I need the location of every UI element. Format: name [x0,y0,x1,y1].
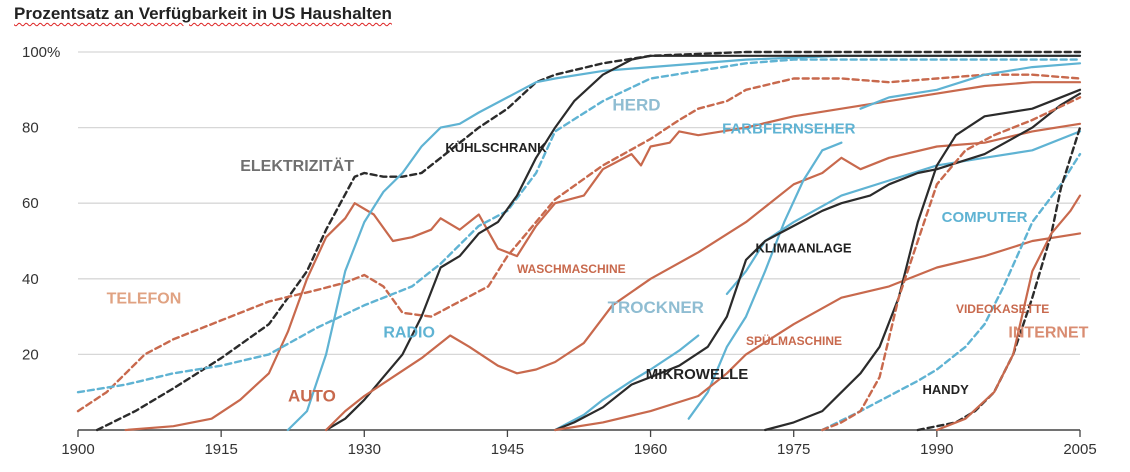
series-line-trockner [554,334,700,432]
x-tick-label: 1975 [777,441,810,458]
series-line-herd [76,58,1082,394]
series-label-computer: COMPUTER [942,209,1028,226]
y-tick-label: 80 [22,120,39,137]
series-label-radio: RADIO [383,324,435,341]
x-tick-label: 2005 [1063,441,1096,458]
series-label-internet: INTERNET [1008,324,1088,341]
series-label-handy: HANDY [923,382,970,397]
series-line-kuehlschrank [325,54,1082,432]
series-label-kuehlschrank: KÜHLSCHRANK [445,140,547,155]
series-line-auto [124,81,1082,432]
grid-lines [78,51,1080,356]
series-line-internet [935,194,1082,432]
series-line-segment-8 [725,130,1082,295]
series-line-spuelmaschine [554,232,1082,432]
series-label-klimaanlage: KLIMAANLAGE [756,240,852,255]
x-tick-label: 1900 [61,441,94,458]
series-label-videokasette: VIDEOKASETTE [956,302,1049,316]
chart-title: Prozentsatz an Verfügbarkeit in US Haush… [14,4,392,23]
series-label-herd: HERD [612,96,660,115]
x-tick-label: 1930 [348,441,381,458]
axes [77,429,1081,437]
x-tick-labels: 1900 1915 1930 1945 1960 1975 1990 2005 [61,441,1096,458]
series-label-mikrowelle: MIKROWELLE [646,366,749,383]
series-line-farbfernseher [687,141,843,420]
series-label-spuelmaschine: SPÜLMASCHINE [746,333,842,348]
series-line-elektrizitaet [95,50,1082,432]
y-tick-label: 20 [22,346,39,363]
series-label-telefon: TELEFON [107,290,182,307]
y-tick-label: 40 [22,271,39,288]
y-tick-labels: 20 40 60 80 100% [22,44,60,363]
y-tick-label: 60 [22,195,39,212]
series-label-waschmaschine: WASCHMASCHINE [517,262,626,276]
series-label-trockner: TROCKNER [608,298,704,317]
x-tick-label: 1945 [491,441,524,458]
x-tick-label: 1915 [204,441,237,458]
series-lines [76,50,1082,432]
y-tick-label: 100% [22,44,60,61]
series-label-auto: AUTO [288,387,336,406]
series-line-klimaanlage [554,92,1082,432]
series-line-telefon [76,73,1082,413]
series-labels: ELEKTRIZITÄT TELEFON AUTO RADIO HERD KÜHLSCHR… [107,96,1089,406]
x-tick-label: 1990 [920,441,953,458]
series-label-elektrizitaet: ELEKTRIZITÄT [240,157,354,175]
series-line-radio [286,54,1082,432]
series-label-farbfernseher: FARBFERNSEHER [722,120,856,137]
series-line-videokasette [821,96,1082,432]
series-line-waschmaschine [325,122,1082,432]
series-line-computer [821,152,1082,432]
series-line-segment-10 [859,62,1082,110]
x-tick-label: 1960 [634,441,667,458]
